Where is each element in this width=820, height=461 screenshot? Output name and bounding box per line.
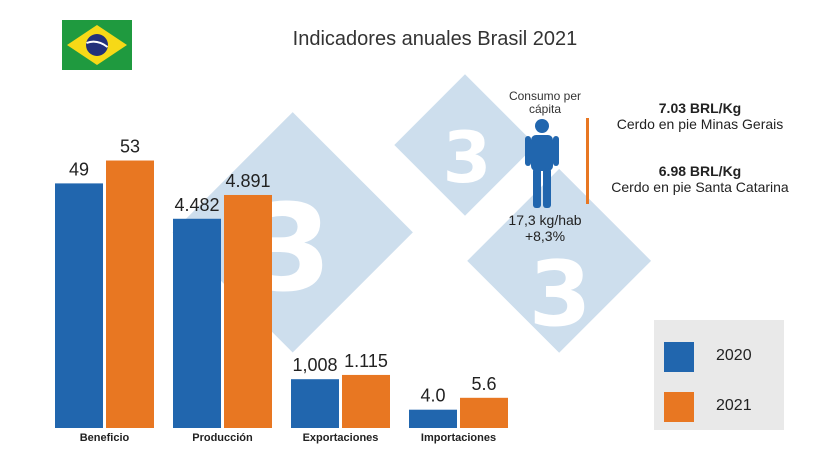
bar-beneficio-2020 [55, 183, 103, 428]
svg-text:3: 3 [529, 242, 592, 347]
legend-label-2020: 2020 [716, 347, 752, 364]
category-label-importaciones: Importaciones [421, 432, 496, 444]
bar-value-importaciones-2020: 4.0 [420, 386, 445, 406]
bar-importaciones-2021 [460, 397, 508, 428]
chart-title: Indicadores anuales Brasil 2021 [292, 28, 578, 50]
category-label-produccion: Producción [192, 432, 253, 444]
bar-exportaciones-2020 [291, 379, 339, 428]
price-minas-gerais: 7.03 BRL/Kg Cerdo en pie Minas Gerais [600, 100, 800, 132]
price-label: Cerdo en pie Santa Catarina [611, 179, 789, 195]
bar-value-produccion-2020: 4.482 [174, 195, 219, 215]
bar-value-importaciones-2021: 5.6 [471, 374, 496, 394]
chart-legend: 2020 2021 [654, 320, 784, 430]
bar-produccion-2021 [224, 194, 272, 428]
divider-line [586, 118, 589, 204]
price-label: Cerdo en pie Minas Gerais [616, 116, 784, 132]
consumo-value: 17,3 kg/hab +8,3% [490, 212, 600, 244]
legend-swatch-2020 [664, 342, 694, 372]
bar-value-exportaciones-2021: 1.115 [344, 351, 388, 371]
legend-swatch-2021 [664, 392, 694, 422]
price-value: 7.03 BRL/Kg [658, 100, 742, 116]
bar-value-beneficio-2021: 53 [120, 137, 140, 157]
consumo-label: Consumo per cápita [508, 89, 582, 116]
price-santa-catarina: 6.98 BRL/Kg Cerdo en pie Santa Catarina [600, 163, 800, 195]
bar-value-beneficio-2020: 49 [69, 159, 89, 179]
legend-label-2021: 2021 [716, 397, 752, 414]
brazil-flag-icon [62, 20, 132, 70]
bar-beneficio-2021 [106, 160, 154, 428]
bar-value-produccion-2021: 4.891 [225, 171, 270, 191]
price-value: 6.98 BRL/Kg [658, 163, 742, 179]
bar-value-exportaciones-2020: 1,008 [292, 355, 337, 375]
svg-text:3: 3 [443, 117, 492, 199]
bar-importaciones-2020 [409, 409, 457, 428]
bar-exportaciones-2021 [342, 374, 390, 428]
category-label-exportaciones: Exportaciones [303, 432, 379, 444]
consumo-change: +8,3% [524, 228, 566, 244]
person-icon [525, 119, 559, 208]
consumo-amount: 17,3 kg/hab [508, 212, 582, 228]
category-label-beneficio: Beneficio [80, 432, 130, 444]
bar-produccion-2020 [173, 218, 221, 428]
